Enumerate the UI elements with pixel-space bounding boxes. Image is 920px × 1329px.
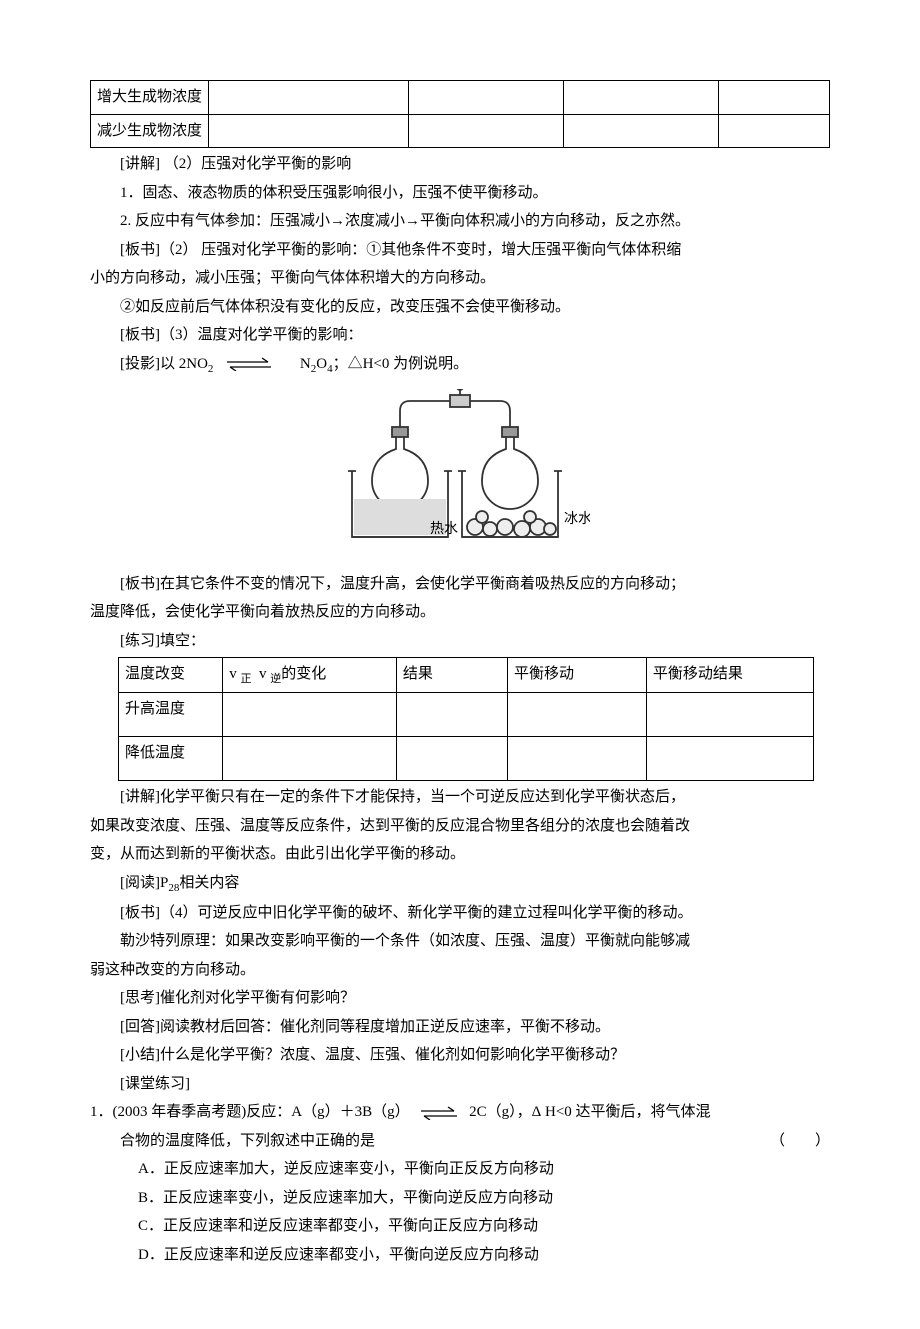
pressure-banshu-1a: [板书]（2） 压强对化学平衡的影响：①其他条件不变时，增大压强平衡向气体体积缩 [90,236,830,265]
table-row: 升高温度 [119,693,814,737]
table-row: 降低温度 [119,737,814,781]
col-header: 温度改变 [119,658,223,693]
temp-banshu2b: 温度降低，会使化学平衡向着放热反应的方向移动。 [90,598,830,627]
option-b: B．正反应速率变小，逆反应速率加大，平衡向逆反应方向移动 [138,1184,830,1213]
temp-banshu2a: [板书]在其它条件不变的情况下，温度升高，会使化学平衡商着吸热反应的方向移动； [90,570,830,599]
answer-line: [回答]阅读教材后回答：催化剂同等程度增加正逆反应速率，平衡不移动。 [90,1013,830,1042]
pressure-line3: ②如反应前后气体体积没有变化的反应，改变压强不会使平衡移动。 [90,293,830,322]
read-line: [阅读]P28相关内容 [90,869,830,899]
explain-1b: 如果改变浓度、压强、温度等反应条件，达到平衡的反应混合物里各组分的浓度也会随着改 [90,812,830,841]
product-concentration-table: 增大生成物浓度 减少生成物浓度 [90,80,830,148]
option-a: A．正反应速率加大，逆反应速率变小，平衡向正反反方向移动 [138,1155,830,1184]
summary-line: [小结]什么是化学平衡？浓度、温度、压强、催化剂如何影响化学平衡移动？ [90,1041,830,1070]
row-label: 升高温度 [119,693,223,737]
col-header: v 正 v 逆的变化 [223,658,397,693]
row-label: 降低温度 [119,737,223,781]
temperature-practice-table: 温度改变 v 正 v 逆的变化 结果 平衡移动 平衡移动结果 升高温度 降低温度 [118,657,814,781]
pressure-line2: 2. 反应中有气体参加：压强减小→浓度减小→平衡向体积减小的方向移动，反之亦然。 [90,207,830,236]
temp-banshu: [板书]（3）温度对化学平衡的影响： [90,321,830,350]
question-stem-2: 合物的温度降低，下列叙述中正确的是 （ ） [90,1127,830,1156]
experiment-diagram: 热水 冰水 [90,389,830,560]
lechatelier-2: 弱这种改变的方向移动。 [90,956,830,985]
cold-water-label: 冰水 [564,511,590,527]
col-header: 平衡移动结果 [646,658,813,693]
option-c: C．正反应速率和逆反应速率都变小，平衡向正反应方向移动 [138,1212,830,1241]
table-row: 增大生成物浓度 [91,81,830,115]
think-line: [思考]催化剂对化学平衡有何影响？ [90,984,830,1013]
equilibrium-arrow-icon [221,357,277,371]
explain-1c: 变，从而达到新的平衡状态。由此引出化学平衡的移动。 [90,840,830,869]
lechatelier-1: 勒沙特列原理：如果改变影响平衡的一个条件（如浓度、压强、温度）平衡就向能够减 [90,927,830,956]
explain-1a: [讲解]化学平衡只有在一定的条件下才能保持，当一个可逆反应达到化学平衡状态后， [90,783,830,812]
row-label: 减少生成物浓度 [91,114,209,148]
practice-label: [练习]填空： [90,627,830,656]
col-header: 结果 [396,658,507,693]
pressure-banshu-1b: 小的方向移动，减小压强；平衡向气体体积增大的方向移动。 [90,264,830,293]
table-row: 减少生成物浓度 [91,114,830,148]
temp-touying: [投影]以 2NO2 N2O4；△H<0 为例说明。 [90,350,830,380]
option-d: D．正反应速率和逆反应速率都变小，平衡向逆反应方向移动 [138,1241,830,1270]
table-header-row: 温度改变 v 正 v 逆的变化 结果 平衡移动 平衡移动结果 [119,658,814,693]
inclass-label: [课堂练习] [90,1070,830,1099]
answer-blank: （ ） [770,1127,830,1156]
hot-water-label: 热水 [430,521,458,537]
row-label: 增大生成物浓度 [91,81,209,115]
col-header: 平衡移动 [507,658,646,693]
question-options: A．正反应速率加大，逆反应速率变小，平衡向正反反方向移动 B．正反应速率变小，逆… [90,1155,830,1269]
pressure-line1: 1．固态、液态物质的体积受压强影响很小，压强不使平衡移动。 [90,179,830,208]
equilibrium-arrow-icon [417,1106,461,1120]
banshu-4: [板书]（4）可逆反应中旧化学平衡的破坏、新化学平衡的建立过程叫化学平衡的移动。 [90,899,830,928]
question-stem-1: 1．(2003 年春季高考题)反应：A（g）＋3B（g） 2C（g），Δ H<0… [90,1098,830,1127]
flask-apparatus-icon: 热水 冰水 [330,389,590,549]
pressure-heading: [讲解] （2）压强对化学平衡的影响 [90,150,830,179]
